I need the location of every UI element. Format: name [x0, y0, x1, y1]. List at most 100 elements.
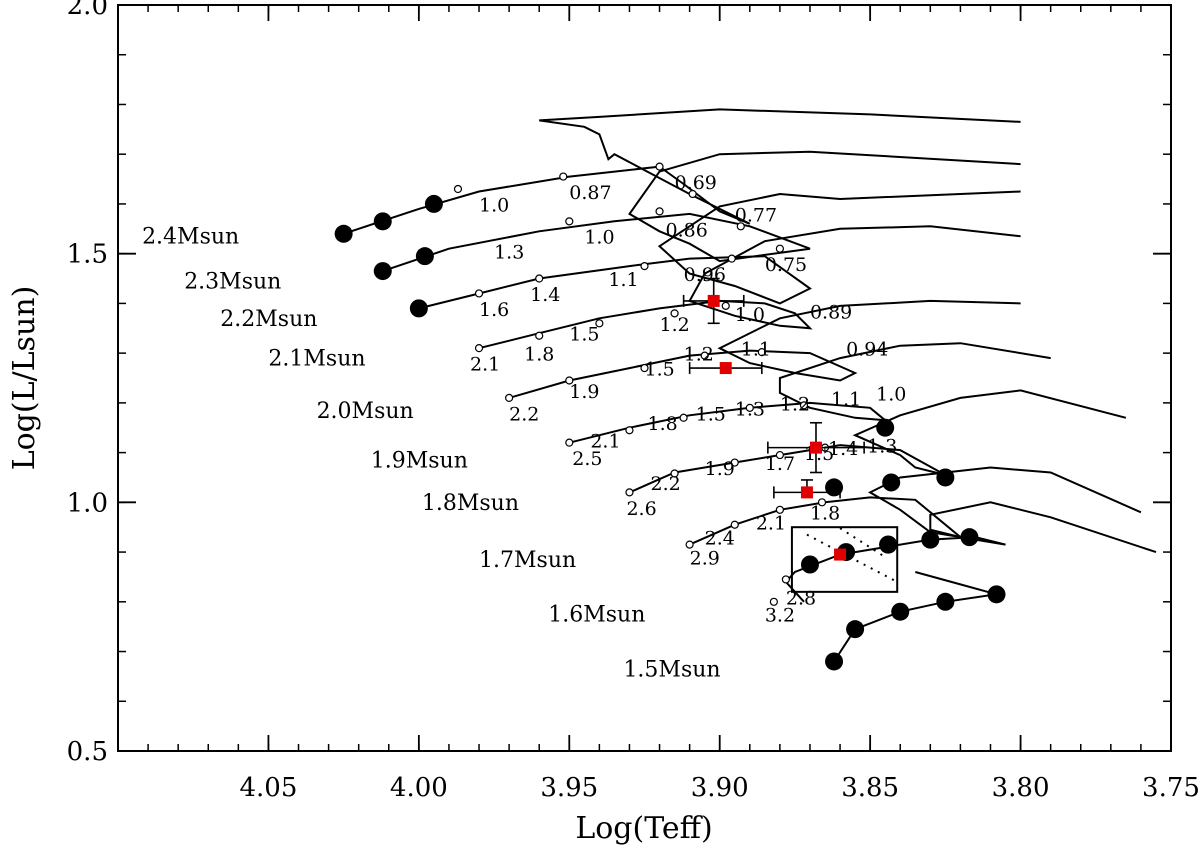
zams-dot-1.9Msun	[876, 418, 895, 437]
track-line-2.0Msun	[508, 299, 1021, 399]
age-marker-2.2Msun	[474, 289, 484, 298]
zams-dot-1.5Msun	[936, 592, 955, 611]
age-label: 0.94	[846, 339, 888, 361]
age-marker-1.8Msun	[625, 488, 634, 497]
age-label: 2.6	[626, 498, 656, 520]
age-marker-1.9Msun	[625, 426, 634, 435]
track-line-1.5Msun	[833, 571, 997, 663]
age-marker-2.1Msun	[670, 309, 679, 318]
y-tick-label: 1.5	[67, 240, 108, 270]
zams-dot-1.7Msun	[921, 530, 940, 549]
plot-frame	[117, 4, 1172, 752]
mass-label-2.1Msun: 2.1Msun	[268, 347, 365, 372]
error-box	[790, 526, 899, 593]
age-marker-2.0Msun	[700, 351, 709, 360]
age-marker-1.6Msun	[781, 575, 791, 584]
age-label: 2.8	[786, 587, 816, 609]
zams-dot-2.4Msun	[373, 212, 392, 231]
age-label: 1.8	[524, 344, 554, 366]
track-markers	[334, 162, 1006, 671]
y-tick-label: 0.5	[67, 737, 108, 767]
age-label: 2.1	[590, 431, 620, 453]
mass-label-1.8Msun: 1.8Msun	[422, 491, 519, 516]
mass-label-1.5Msun: 1.5Msun	[623, 657, 720, 682]
zams-dot-1.5Msun	[825, 652, 844, 671]
age-label: 1.2	[660, 314, 690, 336]
zams-dot-1.8Msun	[936, 468, 955, 487]
zams-dot-2.4Msun	[334, 224, 353, 243]
age-label: 1.2	[684, 344, 714, 366]
age-marker-1.8Msun	[730, 458, 739, 467]
axes: 4.05 4.00 3.95 3.90 3.85 3.80 3.75 0.5 1.0 1.5 2.0	[67, 0, 1200, 803]
age-marker-2.0Msun	[565, 376, 574, 385]
age-label: 1.2	[780, 393, 810, 415]
age-label: 1.3	[494, 242, 524, 264]
x-tick-label: 3.90	[691, 773, 749, 803]
age-marker-2.4Msun	[688, 189, 697, 199]
x-tick-label: 4.00	[390, 773, 448, 803]
zams-dot-2.4Msun	[424, 194, 443, 213]
age-label: 1.1	[831, 388, 861, 410]
age-label: 1.8	[648, 413, 678, 435]
x-tick-label: 3.75	[1142, 773, 1200, 803]
zams-dot-2.3Msun	[373, 262, 392, 281]
age-label: 0.77	[735, 204, 777, 226]
age-label: 1.5	[645, 359, 675, 381]
mass-label-1.6Msun: 1.6Msun	[548, 603, 645, 628]
text-labels: 2.4Msun 2.3Msun 2.2Msun 2.1Msun 2.0Msun 1.9Ms…	[142, 172, 906, 682]
mass-label-2.2Msun: 2.2Msun	[220, 307, 317, 332]
zams-dot-1.6Msun	[879, 535, 898, 554]
age-label: 0.75	[765, 254, 807, 276]
x-tick-label: 3.85	[841, 773, 899, 803]
age-marker-2.1Msun	[595, 319, 604, 328]
age-marker-1.9Msun	[679, 413, 688, 422]
age-label: 1.3	[735, 398, 765, 420]
x-tick-label: 3.95	[540, 773, 598, 803]
zams-dot-2.3Msun	[415, 247, 434, 266]
age-marker-2.4Msun	[655, 162, 664, 171]
age-label: 1.6	[479, 299, 509, 321]
age-marker-2.3Msun	[736, 222, 745, 231]
observed-point-star-5	[834, 548, 847, 561]
track-line-2.4Msun	[343, 108, 1021, 235]
age-label: 1.3	[867, 436, 897, 458]
age-marker-2.0Msun	[757, 348, 766, 357]
age-label: 2.2	[509, 403, 539, 425]
age-marker-1.7Msun	[775, 505, 784, 514]
age-label: 1.0	[479, 194, 509, 216]
age-marker-1.9Msun	[565, 438, 574, 447]
age-marker-1.7Msun	[817, 498, 827, 507]
age-marker-2.4Msun	[559, 172, 568, 181]
age-label: 2.1	[470, 354, 500, 376]
age-marker-2.1Msun	[474, 344, 484, 353]
track-line-2.3Msun	[382, 150, 1021, 273]
evolution-tracks	[343, 108, 1157, 663]
age-label: 1.9	[705, 458, 735, 480]
zams-dot-1.5Msun	[987, 585, 1006, 604]
age-label: 1.4	[530, 284, 560, 306]
zams-dot-1.7Msun	[960, 528, 979, 547]
x-axis-title: Log(Teff)	[575, 811, 712, 846]
age-label: 3.2	[765, 605, 795, 627]
observed-point-star-1	[707, 294, 720, 307]
age-label: 1.0	[735, 304, 765, 326]
zams-dot-1.6Msun	[800, 555, 819, 574]
age-marker-2.2Msun	[535, 274, 544, 283]
mass-label-1.7Msun: 1.7Msun	[479, 548, 576, 573]
y-axis-title: Log(L/Lsun)	[7, 286, 42, 471]
age-label: 0.96	[684, 264, 726, 286]
age-marker-2.3Msun	[775, 244, 784, 253]
age-label: 1.1	[741, 339, 771, 361]
age-marker-1.8Msun	[670, 469, 679, 478]
age-label: 1.7	[765, 453, 795, 475]
zams-dot-1.5Msun	[846, 620, 865, 639]
mass-label-2.3Msun: 2.3Msun	[184, 269, 281, 294]
track-line-1.8Msun	[629, 389, 1127, 494]
mass-label-2.4Msun: 2.4Msun	[142, 225, 239, 250]
y-tick-label: 1.0	[67, 488, 108, 518]
dotted-line	[839, 527, 886, 558]
track-line-1.9Msun	[569, 342, 1051, 444]
age-marker-2.2Msun	[640, 262, 649, 271]
age-marker-2.3Msun	[655, 207, 664, 216]
age-marker-2.1Msun	[721, 301, 730, 310]
